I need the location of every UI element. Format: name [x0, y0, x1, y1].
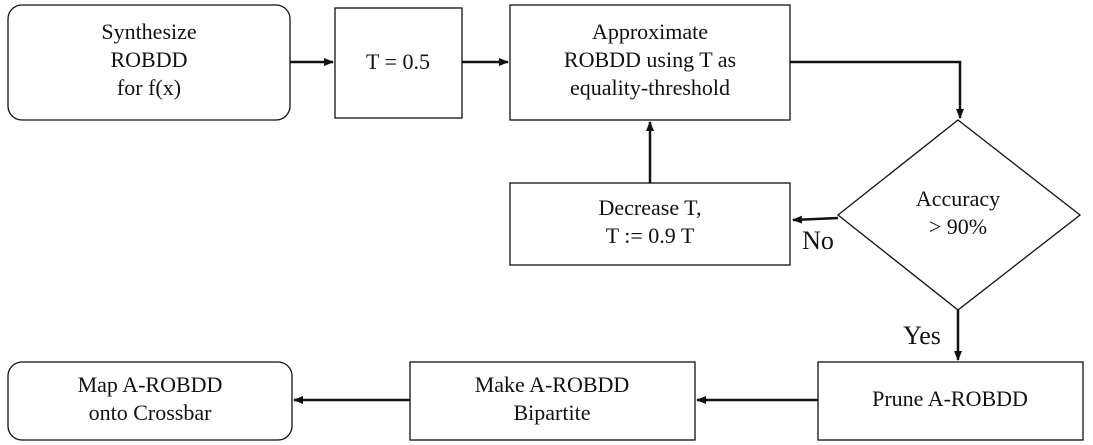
node-label: Accuracy: [916, 186, 1000, 211]
node-label: Make A-ROBDD: [475, 372, 630, 397]
node-label: ROBDD: [110, 47, 187, 72]
node-label: > 90%: [929, 214, 987, 239]
node-label: ROBDD using T as: [564, 47, 736, 72]
node-label: for f(x): [117, 75, 181, 100]
end-box: [7, 361, 293, 441]
node-label: Synthesize: [101, 19, 196, 44]
node-label: Approximate: [592, 19, 708, 44]
arrow: [792, 215, 839, 224]
edge-label: No: [802, 226, 834, 255]
edge-label: Yes: [903, 321, 941, 350]
arrow: [790, 60, 964, 119]
node-label: Prune A-ROBDD: [872, 386, 1028, 411]
node-label: T = 0.5: [366, 49, 430, 74]
box: [334, 7, 463, 119]
box: [509, 4, 791, 121]
box: [817, 361, 1084, 441]
node-label: equality-threshold: [570, 75, 730, 100]
node-label: onto Crossbar: [89, 400, 213, 425]
box: [409, 361, 696, 441]
node-label: Map A-ROBDD: [78, 372, 223, 397]
node-label: Bipartite: [514, 400, 591, 425]
node-label: Decrease T,: [598, 195, 701, 220]
node-label: T := 0.9 T: [606, 223, 695, 248]
